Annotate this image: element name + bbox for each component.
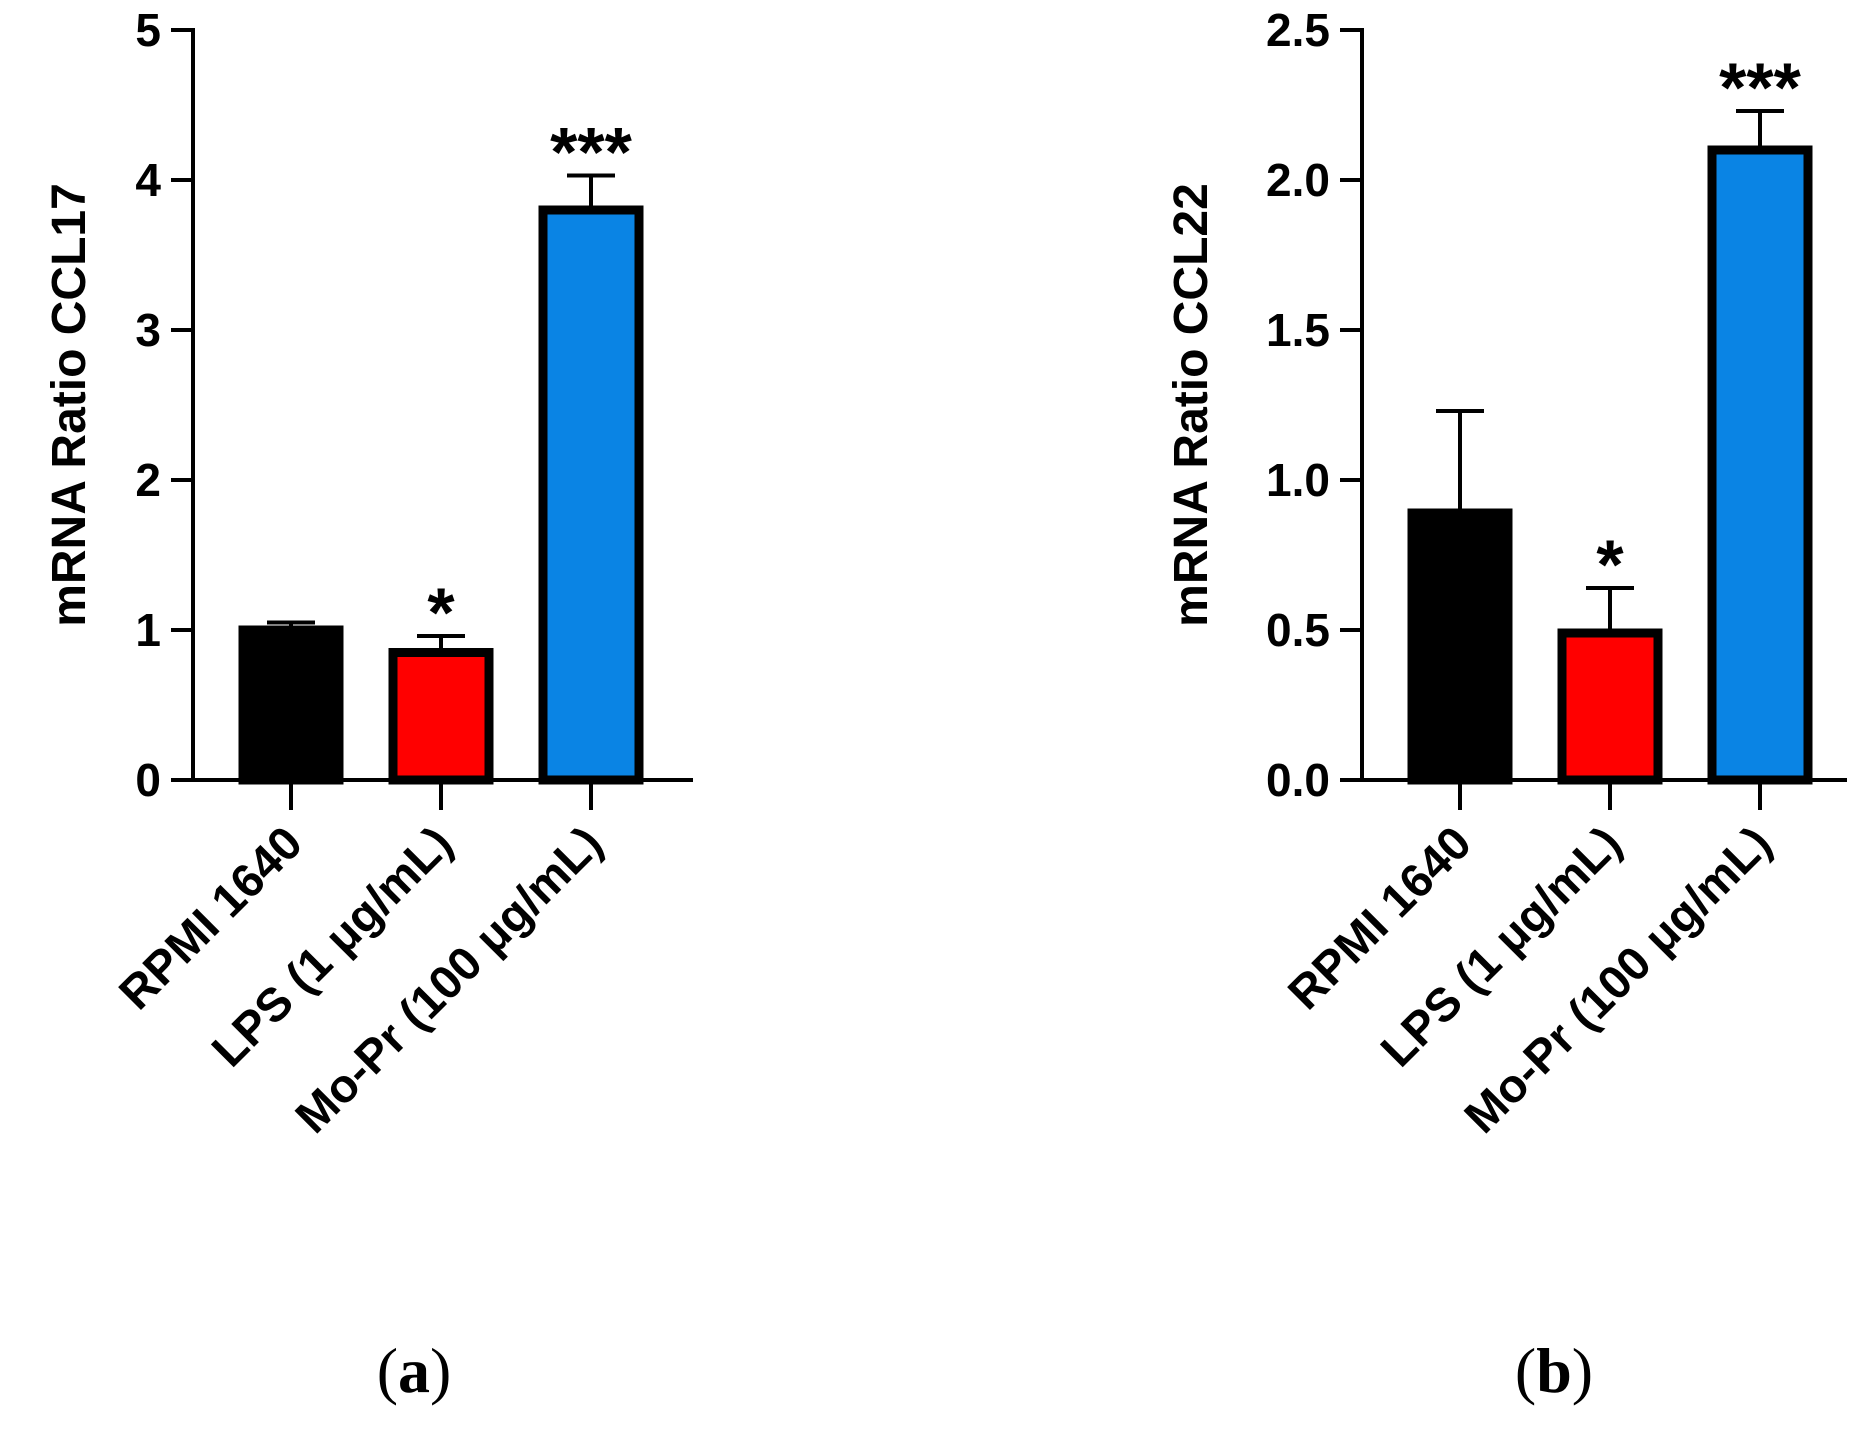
bar-b-1: [1557, 628, 1663, 785]
panel-label-a: (a): [377, 1335, 452, 1406]
y-tick-label-b-2: 1.0: [1266, 454, 1330, 506]
y-tick-label-a-5: 5: [135, 4, 161, 56]
y-tick-label-a-1: 1: [135, 604, 161, 656]
y-tick-label-b-3: 1.5: [1266, 304, 1330, 356]
bar-b-0: [1407, 508, 1513, 785]
bar-a-0: [238, 625, 344, 785]
bar-a-2: [538, 205, 644, 785]
y-tick-label-b-5: 2.5: [1266, 4, 1330, 56]
bar-a-1: [388, 648, 494, 785]
y-tick-label-a-4: 4: [135, 154, 161, 206]
y-axis-title-b: mRNA Ratio CCL22: [1165, 183, 1218, 627]
y-tick-label-b-4: 2.0: [1266, 154, 1330, 206]
y-tick-label-b-0: 0.0: [1266, 754, 1330, 806]
significance-b-1: *: [1596, 526, 1624, 604]
y-tick-label-a-2: 2: [135, 454, 161, 506]
bar-b-2: [1707, 145, 1813, 785]
y-axis-title-a: mRNA Ratio CCL17: [43, 183, 96, 627]
y-tick-label-a-0: 0: [135, 754, 161, 806]
y-tick-label-a-3: 3: [135, 304, 161, 356]
panel-label-b: (b): [1515, 1335, 1593, 1406]
significance-b-2: ***: [1719, 49, 1801, 127]
y-tick-label-b-1: 0.5: [1266, 604, 1330, 656]
significance-a-1: *: [427, 574, 455, 652]
significance-a-2: ***: [550, 113, 632, 191]
